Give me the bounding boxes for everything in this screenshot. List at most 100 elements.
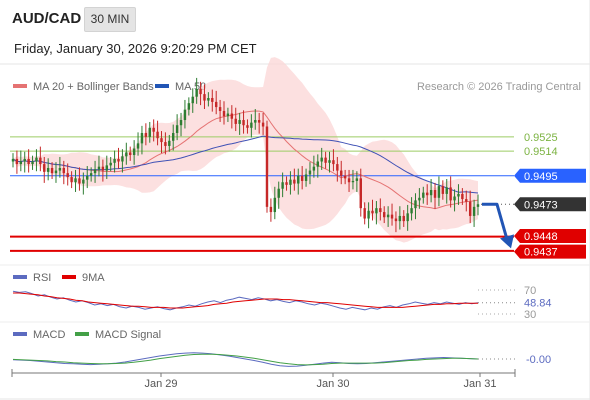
candle [383,206,386,224]
candle-body [324,157,327,163]
candle-body [140,132,144,144]
candle-body [175,125,179,133]
macd-legend: MACD MACD Signal [13,329,161,341]
candle-body [105,165,108,171]
candle [394,211,398,233]
candle-body [304,174,308,181]
candle [211,89,214,112]
candle-body [82,179,85,184]
candle [74,169,77,192]
forecast-arrow-head [500,234,514,249]
legend-ma20-label: MA 20 + Bollinger Bands [33,81,154,93]
candle-body [359,178,362,209]
candle [316,154,320,178]
support-badge-1-shape [514,229,586,244]
timestamp-label: Friday, January 30, 2026 9:20:29 PM CET [14,41,257,56]
candle [121,149,124,173]
candle-body [101,166,105,171]
candle-body [410,208,413,214]
chart-header: AUD/CAD 30 MIN Friday, January 30, 2026 … [0,0,590,56]
candle [476,194,480,216]
candle-body [62,167,66,174]
candle-body [441,186,445,194]
candle [54,162,58,183]
candle [117,147,120,169]
time-label-jan31: Jan 31 [463,378,496,390]
candle [422,186,425,204]
rsi-panel [12,289,516,315]
interval-button[interactable]: 30 MIN [84,7,136,32]
legend-rsi-swatch [13,275,27,279]
candle-body [457,193,460,197]
candle-body [43,164,46,172]
candle [367,202,370,229]
candle-body [425,192,429,196]
candle [125,142,128,165]
candle [265,120,269,213]
candle [465,190,468,212]
candle [43,156,46,183]
candle [218,99,222,122]
time-axis: Jan 29 Jan 30 Jan 31 [11,369,516,390]
candle [273,186,277,220]
candle-body [285,182,288,185]
candle [449,176,452,208]
candle [351,169,355,190]
candle [226,107,230,122]
candle [175,114,179,141]
pivot-badge-shape [514,168,586,183]
candle [140,125,144,155]
candle [375,201,378,225]
candle-body [11,158,15,162]
candle-body [375,208,378,214]
candle-body [58,167,62,171]
candle-body [19,161,23,165]
candle-body [195,88,198,97]
candle-body [132,148,136,156]
candle-body [246,125,249,128]
rsi-ma-line [13,292,478,309]
rsi-line [12,290,479,311]
legend-rsi-ma-swatch [62,275,76,279]
candle-body [316,161,320,167]
resistance-label-1: 0.9525 [524,132,558,144]
candle-body [97,166,101,170]
candle-body [74,178,77,183]
legend-ma50-label: MA 50 [175,81,206,93]
candle-body [39,157,42,165]
candle [328,151,331,173]
candle-body [125,152,128,157]
candle [441,180,445,200]
candle [425,184,429,205]
candle [261,112,265,135]
candle [230,105,234,129]
candle-body [78,178,81,184]
candle [132,140,136,165]
candle [11,153,15,168]
candle-body [121,156,124,162]
candle-body [207,98,210,101]
candle-body [308,170,312,175]
legend-ma20-swatch [13,84,27,88]
candle [437,176,441,207]
candle-body [168,140,171,146]
candle-body [144,132,148,137]
candle-body [418,197,421,201]
candle [269,198,273,222]
candle [433,182,437,209]
candle-body [340,170,343,176]
candle-body [234,118,237,124]
candle-body [113,158,116,163]
candle [93,160,97,183]
candle [445,179,448,204]
candle [183,99,187,129]
candle-body [117,158,120,162]
candle-body [171,132,175,141]
candle [187,97,191,116]
candle-body [54,170,58,174]
candle [418,188,421,209]
candle [457,184,460,205]
candle-body [109,162,112,166]
candle [242,110,245,134]
research-credit: Research © 2026 Trading Central [417,81,581,93]
